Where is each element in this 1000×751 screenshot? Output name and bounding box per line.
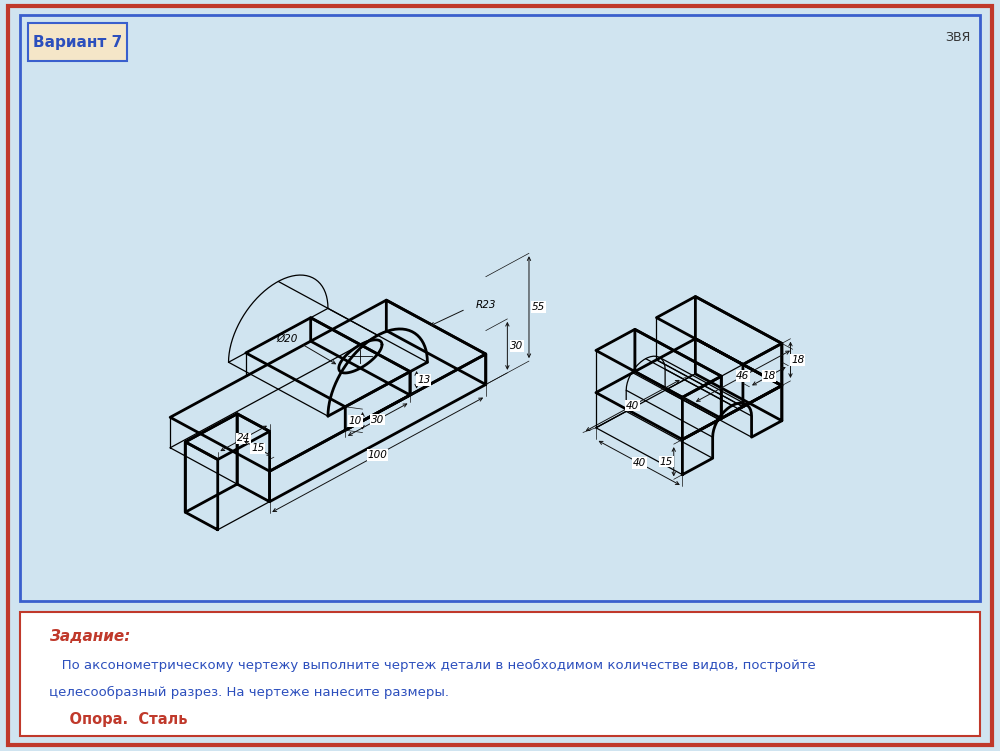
Text: 24: 24: [237, 433, 250, 443]
Text: 40: 40: [633, 458, 646, 468]
Text: 18: 18: [762, 371, 775, 382]
Text: По аксонометрическому чертежу выполните чертеж детали в необходимом количестве в: По аксонометрическому чертежу выполните …: [49, 659, 816, 672]
Text: 40: 40: [626, 400, 639, 411]
Text: ЗВЯ: ЗВЯ: [945, 31, 970, 44]
Text: 100: 100: [368, 450, 388, 460]
Text: 15: 15: [251, 443, 264, 454]
Text: Вариант 7: Вариант 7: [33, 35, 122, 50]
Text: Опора.  Сталь: Опора. Сталь: [49, 713, 187, 728]
FancyBboxPatch shape: [28, 23, 127, 62]
FancyBboxPatch shape: [20, 612, 980, 736]
Text: 55: 55: [532, 302, 545, 312]
Text: 30: 30: [510, 341, 524, 351]
Text: 10: 10: [349, 416, 362, 426]
Text: 30: 30: [371, 415, 384, 424]
Text: 46: 46: [736, 371, 750, 382]
Text: R23: R23: [475, 300, 496, 309]
Text: Ø20: Ø20: [276, 334, 298, 344]
Text: целесообразный разрез. На чертеже нанесите размеры.: целесообразный разрез. На чертеже нанеси…: [49, 686, 449, 699]
Text: 18: 18: [791, 354, 804, 365]
Text: Задание:: Задание:: [49, 629, 130, 644]
Text: 13: 13: [417, 375, 430, 385]
Text: 15: 15: [660, 457, 673, 466]
